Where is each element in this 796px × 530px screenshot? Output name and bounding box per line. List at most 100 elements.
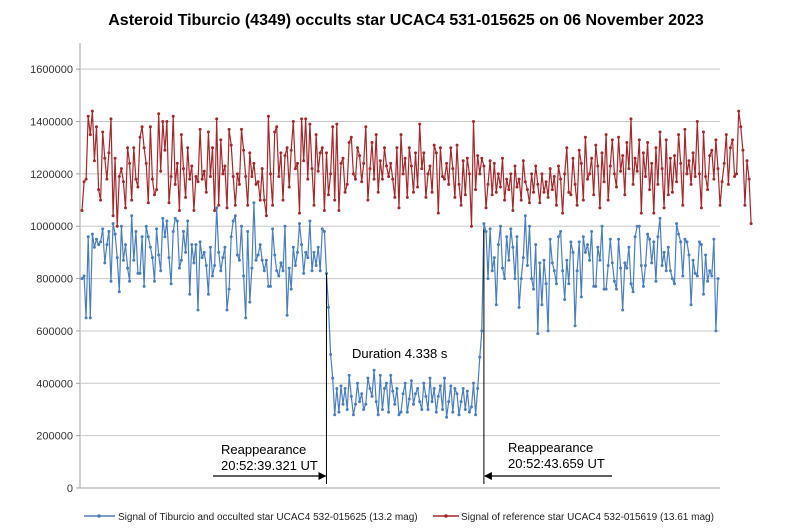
data-point xyxy=(285,313,289,317)
data-point xyxy=(438,384,442,388)
data-point xyxy=(708,154,712,158)
data-point xyxy=(557,235,560,239)
data-point xyxy=(92,245,96,249)
data-point xyxy=(629,282,633,286)
data-point xyxy=(509,172,513,176)
data-point xyxy=(490,193,494,197)
data-point xyxy=(716,277,720,281)
data-point xyxy=(322,209,326,212)
data-point xyxy=(250,175,254,178)
data-point xyxy=(391,389,395,393)
data-point xyxy=(499,224,502,228)
data-point xyxy=(463,408,467,411)
data-point xyxy=(586,177,589,181)
y-tick-label: 400000 xyxy=(36,378,73,390)
data-point xyxy=(644,264,647,267)
data-point xyxy=(648,188,652,192)
data-point xyxy=(308,219,312,223)
data-point xyxy=(358,154,362,158)
data-point xyxy=(517,177,521,181)
data-point xyxy=(279,261,283,265)
data-point xyxy=(335,387,339,390)
data-point xyxy=(163,235,167,239)
data-point xyxy=(436,211,440,215)
data-point xyxy=(685,172,689,176)
data-point xyxy=(639,264,643,267)
data-point xyxy=(507,188,511,192)
data-point xyxy=(604,133,608,137)
data-point xyxy=(470,224,473,228)
data-point xyxy=(296,161,299,165)
data-point xyxy=(132,146,136,150)
data-point xyxy=(496,243,500,247)
data-point xyxy=(515,235,519,239)
data-point xyxy=(621,154,625,158)
data-point xyxy=(115,256,119,260)
data-point xyxy=(337,209,341,212)
data-point xyxy=(289,148,293,152)
data-point xyxy=(221,172,225,176)
series-tiburcio xyxy=(80,201,720,419)
data-point xyxy=(691,258,695,262)
data-point xyxy=(718,203,722,207)
data-point xyxy=(150,177,154,181)
data-point xyxy=(542,258,546,262)
data-point xyxy=(557,164,560,168)
data-point xyxy=(536,182,540,186)
data-point xyxy=(208,245,212,249)
data-point xyxy=(517,305,521,309)
data-point xyxy=(252,201,256,205)
data-point xyxy=(606,264,610,267)
data-point xyxy=(366,198,370,202)
data-point xyxy=(345,408,349,411)
data-point xyxy=(403,381,407,385)
data-point xyxy=(706,279,710,283)
data-point xyxy=(441,408,444,411)
data-point xyxy=(552,175,556,178)
legend-marker-reference xyxy=(444,514,448,518)
data-point xyxy=(304,117,308,121)
data-point xyxy=(571,250,575,254)
data-point xyxy=(80,277,84,281)
data-point xyxy=(675,222,679,226)
data-point xyxy=(538,261,542,265)
data-point xyxy=(600,224,604,228)
data-point xyxy=(153,193,156,197)
data-point xyxy=(505,177,509,181)
data-point xyxy=(177,209,181,212)
data-point xyxy=(455,143,459,147)
data-point xyxy=(467,172,471,176)
legend-label-tiburcio: Signal of Tiburcio and occulted star UCA… xyxy=(118,512,418,523)
data-point xyxy=(637,224,641,228)
data-point xyxy=(443,177,446,181)
data-point xyxy=(583,250,587,254)
data-point xyxy=(699,206,703,210)
data-point xyxy=(492,256,496,260)
data-point xyxy=(501,156,504,160)
data-point xyxy=(695,120,699,123)
data-point xyxy=(660,167,664,171)
data-point xyxy=(387,175,391,178)
data-point xyxy=(92,159,96,163)
data-point xyxy=(121,180,125,184)
data-point xyxy=(528,224,531,228)
data-point xyxy=(588,258,592,262)
data-point xyxy=(445,415,449,419)
data-point xyxy=(262,198,266,202)
data-point xyxy=(173,216,177,220)
data-point xyxy=(434,151,438,155)
data-point xyxy=(598,258,602,262)
data-point xyxy=(393,195,397,199)
data-point xyxy=(364,125,368,129)
data-point xyxy=(525,188,529,192)
data-point xyxy=(666,245,670,249)
data-point xyxy=(604,287,608,291)
data-point xyxy=(256,253,260,257)
data-point xyxy=(594,143,598,147)
data-point xyxy=(722,161,726,165)
data-point xyxy=(128,161,132,165)
data-point xyxy=(227,287,231,291)
y-tick-label: 1200000 xyxy=(30,169,73,181)
data-point xyxy=(424,195,428,199)
data-point xyxy=(633,156,637,160)
